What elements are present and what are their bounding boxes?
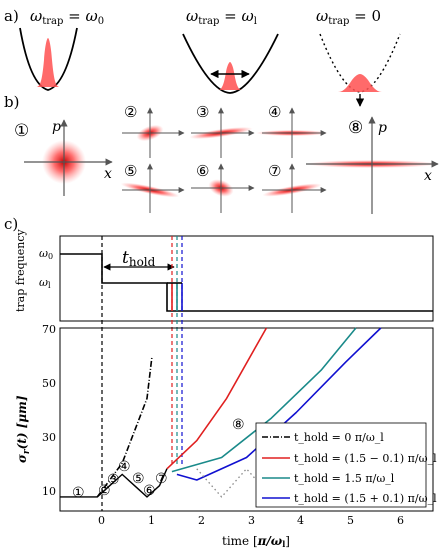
potential-2-curve	[182, 33, 279, 94]
legend-entry-1: t_hold = (1.5 − 0.1) π/ω_l	[294, 452, 437, 465]
density-2	[218, 62, 242, 90]
x-axis-label-1: x	[104, 166, 112, 182]
t-hold-label: thold	[122, 248, 156, 269]
lower-plot-frame	[59, 327, 434, 512]
phase-marker-7: ⑦	[268, 162, 281, 180]
lower-yticks: 10 30 50 70	[42, 323, 56, 498]
xtick-3: 3	[248, 514, 255, 527]
density-3	[338, 74, 382, 92]
ytick-70: 70	[42, 323, 56, 336]
phase-marker-8: ⑧	[348, 118, 363, 138]
upper-ylabel: trap frequency	[14, 229, 27, 312]
potential-1-curve	[19, 27, 78, 91]
phase-space-6: ⑥	[191, 162, 255, 213]
series-line-0	[96, 356, 153, 498]
curve-marker-3: ③	[107, 472, 120, 488]
p-axis-label-1: p	[52, 119, 61, 135]
curve-marker-6: ⑥	[143, 483, 156, 499]
series-line-2	[171, 327, 357, 473]
lower-ylabel: σr(t) [μm]	[15, 395, 32, 463]
trap-frequency-line	[60, 253, 433, 312]
density-1	[36, 38, 60, 87]
x-axis-label-8: x	[424, 168, 432, 184]
series-line-1	[166, 327, 268, 470]
xtick-1: 1	[148, 514, 155, 527]
phase-marker-2: ②	[124, 103, 137, 121]
legend-entry-2: t_hold = 1.5 π/ω_l	[294, 472, 395, 485]
phase-space-4: ④	[256, 103, 328, 158]
lower-xlabel: time [π/ωl]	[222, 534, 290, 549]
curve-marker-7: ⑦	[155, 471, 168, 487]
panel-a-label: a)	[4, 7, 19, 25]
legend-entry-0: t_hold = 0 π/ω_l	[294, 431, 384, 444]
ytick-10: 10	[42, 485, 56, 498]
xtick-0: 0	[98, 514, 105, 527]
upper-ytick-omega0: ω0	[39, 247, 53, 261]
ytick-30: 30	[42, 431, 56, 444]
ytick-50: 50	[42, 377, 56, 390]
panel-a-title-3: ωtrap = 0	[316, 7, 381, 27]
phase-marker-5: ⑤	[124, 162, 137, 180]
phase-marker-4: ④	[268, 103, 281, 121]
xtick-2: 2	[198, 514, 205, 527]
curve-marker-4: ④	[118, 459, 131, 475]
potential-3-curve	[319, 33, 401, 93]
curve-marker-8: ⑧	[232, 417, 245, 433]
lower-xticks: 0 1 2 3 4 5 6	[98, 514, 404, 527]
upper-ytick-omegal: ωl	[39, 276, 51, 290]
curve-marker-5: ⑤	[132, 471, 145, 487]
xtick-4: 4	[297, 514, 304, 527]
panel-c-label: c)	[4, 215, 18, 233]
phase-space-5: ⑤	[120, 162, 185, 213]
phase-marker-1: ①	[14, 121, 29, 141]
phase-space-1: p x ①	[14, 119, 113, 196]
xtick-6: 6	[397, 514, 404, 527]
legend: t_hold = 0 π/ω_l t_hold = (1.5 − 0.1) π/…	[255, 422, 437, 508]
legend-entry-3: t_hold = (1.5 + 0.1) π/ω_l	[294, 492, 437, 505]
panel-a-title-1: ωtrap = ω0	[30, 7, 104, 27]
phase-marker-6: ⑥	[196, 162, 209, 180]
phase-space-7: ⑦	[262, 162, 327, 213]
panel-a-title-2: ωtrap = ωl	[186, 7, 257, 27]
phase-marker-3: ③	[196, 103, 209, 121]
xtick-5: 5	[347, 514, 354, 527]
upper-plot-frame	[59, 235, 434, 322]
curve-marker-1: ①	[72, 485, 85, 501]
phase-space-3: ③	[189, 103, 255, 158]
phase-space-8: p x ⑧	[306, 116, 439, 214]
curve-marker-2: ②	[98, 483, 111, 499]
curve-markers: ① ② ③ ④ ⑤ ⑥ ⑦ ⑧	[72, 417, 245, 501]
panel-b-label: b)	[4, 93, 19, 111]
pre-release-line	[60, 468, 168, 498]
phase-space-2: ②	[122, 103, 185, 158]
p-axis-label-8: p	[378, 120, 387, 136]
